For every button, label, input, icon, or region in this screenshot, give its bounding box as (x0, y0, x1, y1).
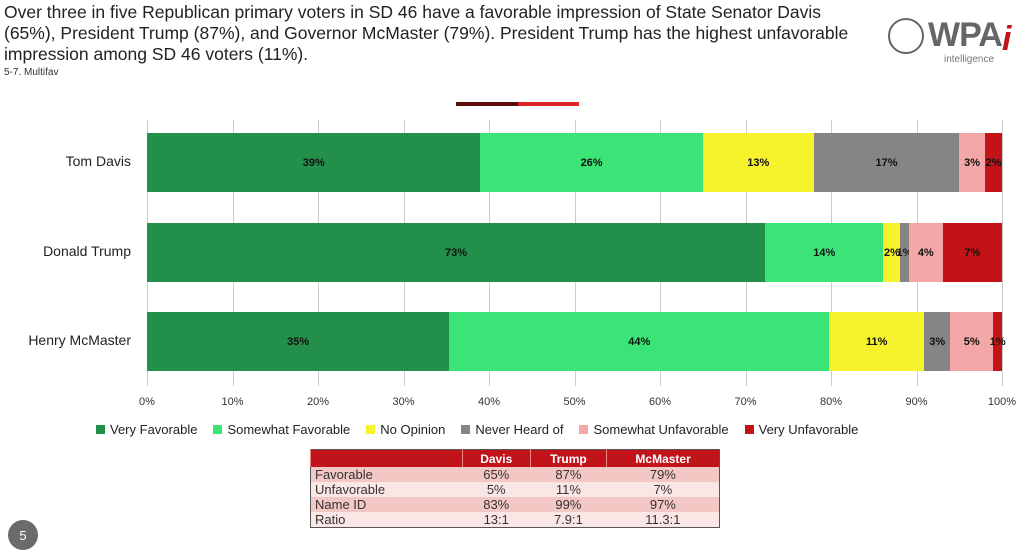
question-label: 5-7. Multifav (4, 67, 59, 78)
table-row: Name ID 83% 99% 97% (310, 497, 720, 512)
table-cell: 97% (606, 497, 720, 512)
bar-segment: 1% (897, 223, 913, 282)
bar-segment: 39% (147, 133, 481, 192)
bar-segment: 73% (147, 223, 765, 282)
bar-segment: 4% (908, 223, 943, 282)
table-cell: Favorable (310, 467, 463, 482)
category-label: Tom Davis (65, 153, 131, 169)
logo-sub: intelligence (944, 54, 995, 65)
legend-label: Very Unfavorable (758, 422, 859, 437)
wpa-logo: WPA i intelligence (888, 14, 1018, 66)
table-cell: 87% (530, 467, 607, 482)
slide-title: Over three in five Republican primary vo… (4, 2, 849, 64)
x-tick-label: 40% (477, 396, 501, 408)
table-header: Trump (529, 449, 607, 467)
bar-row: 39% 26% 13% 17% 3% 2% (147, 133, 1002, 192)
summary-table: Davis Trump McMaster Favorable 65% 87% 79% U… (310, 449, 720, 528)
gridline (1002, 120, 1003, 386)
legend-swatch (461, 425, 471, 434)
category-label: Donald Trump (43, 243, 131, 259)
table-row: Unfavorable 5% 11% 7% (310, 482, 720, 497)
x-tick-label: 80% (819, 396, 843, 408)
table-cell: Ratio (310, 512, 463, 528)
legend-label: Somewhat Unfavorable (593, 422, 729, 437)
table-cell: Unfavorable (310, 482, 463, 497)
bar-row: 73% 14% 2% 1% 4% 7% (147, 223, 1002, 282)
bar-segment: 13% (702, 133, 814, 192)
bar-segment: 2% (984, 133, 1002, 192)
x-tick-label: 70% (734, 396, 757, 408)
table-cell: 5% (462, 482, 531, 497)
legend-item: Very Unfavorable (744, 422, 859, 437)
x-tick-label: 60% (648, 396, 672, 408)
bar-segment: 3% (959, 133, 985, 192)
legend-item: Very Favorable (96, 422, 197, 437)
page-number: 5 (8, 520, 38, 550)
bar-segment: 1% (990, 312, 1006, 371)
legend-swatch (744, 425, 754, 434)
legend-swatch (213, 425, 223, 434)
legend-label: Somewhat Favorable (227, 422, 351, 437)
legend-swatch (96, 425, 105, 434)
legend-item: No Opinion (366, 422, 445, 437)
legend-item: Somewhat Favorable (213, 422, 350, 437)
table-cell: 7% (606, 482, 720, 497)
legend-label: Very Favorable (110, 422, 198, 437)
accent-bar-dark (456, 102, 518, 106)
table-header: McMaster (606, 449, 720, 467)
bar-segment: 14% (764, 223, 884, 282)
legend-item: Somewhat Unfavorable (579, 422, 729, 437)
x-tick-label: 50% (563, 396, 586, 408)
x-tick-label: 0% (139, 396, 155, 408)
table-cell: 11.3:1 (606, 512, 720, 528)
table-cell: 7.9:1 (530, 512, 607, 528)
legend-swatch (366, 425, 376, 434)
chart-legend: Very Favorable Somewhat Favorable No Opini… (96, 422, 858, 437)
logo-text: WPA (928, 16, 1003, 54)
bar-segment: 44% (449, 312, 830, 371)
legend-item: Never Heard of (461, 422, 563, 437)
table-header: Davis (461, 449, 531, 467)
bar-segment: 35% (147, 312, 450, 371)
table-row: Ratio 13:1 7.9:1 11.3:1 (310, 512, 720, 528)
accent-bar-red (518, 102, 579, 106)
bar-row: 35% 44% 11% 3% 5% 1% (147, 312, 1006, 371)
legend-label: No Opinion (380, 422, 446, 437)
x-tick-label: 30% (392, 396, 415, 408)
legend-label: Never Heard of (475, 422, 564, 437)
bar-segment: 7% (942, 223, 1002, 282)
table-cell: 79% (606, 467, 720, 482)
table-row: Favorable 65% 87% 79% (310, 467, 720, 482)
table-cell: 99% (530, 497, 607, 512)
bar-segment: 2% (883, 223, 901, 282)
x-tick-label: 20% (306, 396, 330, 408)
bar-segment: 3% (924, 312, 951, 371)
bar-segment: 17% (813, 133, 960, 192)
bar-segment: 5% (950, 312, 994, 371)
category-label: Henry McMaster (28, 332, 131, 348)
table-cell: Name ID (310, 497, 463, 512)
bar-segment: 26% (480, 133, 703, 192)
legend-swatch (579, 425, 589, 434)
table-cell: 11% (530, 482, 607, 497)
favorability-chart: 0% 10% 20% 30% 40% 50% 60% 70% 80% 90% 100% Tom Dav… (28, 120, 1017, 408)
logo-icon (888, 18, 924, 54)
x-tick-label: 90% (905, 396, 928, 408)
table-header (310, 449, 463, 467)
table-cell: 83% (462, 497, 531, 512)
table-cell: 13:1 (462, 512, 531, 528)
x-tick-label: 100% (987, 396, 1017, 408)
bar-segment: 11% (829, 312, 925, 371)
table-cell: 65% (462, 467, 531, 482)
logo-i: i (1002, 20, 1012, 58)
x-tick-label: 10% (221, 396, 244, 408)
